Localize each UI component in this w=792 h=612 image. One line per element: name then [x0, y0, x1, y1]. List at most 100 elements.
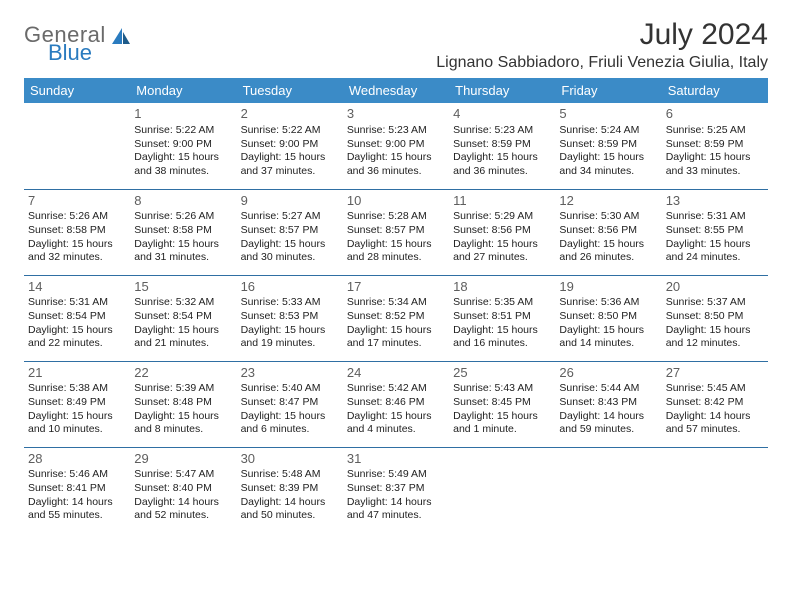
sunrise-line: Sunrise: 5:37 AM — [666, 296, 764, 310]
calendar-day-cell: 22Sunrise: 5:39 AMSunset: 8:48 PMDayligh… — [130, 361, 236, 447]
calendar-day-cell: 17Sunrise: 5:34 AMSunset: 8:52 PMDayligh… — [343, 275, 449, 361]
day-number: 21 — [28, 365, 126, 382]
calendar-day-cell: 11Sunrise: 5:29 AMSunset: 8:56 PMDayligh… — [449, 189, 555, 275]
calendar-day-cell — [662, 447, 768, 533]
day-number: 5 — [559, 106, 657, 123]
calendar-day-cell: 30Sunrise: 5:48 AMSunset: 8:39 PMDayligh… — [237, 447, 343, 533]
calendar-day-cell: 12Sunrise: 5:30 AMSunset: 8:56 PMDayligh… — [555, 189, 661, 275]
sunrise-line: Sunrise: 5:46 AM — [28, 468, 126, 482]
weekday-header: Wednesday — [343, 78, 449, 103]
sunrise-line: Sunrise: 5:31 AM — [28, 296, 126, 310]
sunrise-line: Sunrise: 5:33 AM — [241, 296, 339, 310]
calendar-week-row: 1Sunrise: 5:22 AMSunset: 9:00 PMDaylight… — [24, 103, 768, 189]
sunrise-line: Sunrise: 5:48 AM — [241, 468, 339, 482]
daylight-line: Daylight: 15 hours and 36 minutes. — [453, 151, 551, 178]
sunrise-line: Sunrise: 5:32 AM — [134, 296, 232, 310]
daylight-line: Daylight: 15 hours and 12 minutes. — [666, 324, 764, 351]
sunrise-line: Sunrise: 5:26 AM — [134, 210, 232, 224]
daylight-line: Daylight: 15 hours and 36 minutes. — [347, 151, 445, 178]
calendar-day-cell — [24, 103, 130, 189]
daylight-line: Daylight: 15 hours and 10 minutes. — [28, 410, 126, 437]
sunset-line: Sunset: 8:47 PM — [241, 396, 339, 410]
month-title: July 2024 — [436, 18, 768, 52]
sunrise-line: Sunrise: 5:31 AM — [666, 210, 764, 224]
sunset-line: Sunset: 8:58 PM — [134, 224, 232, 238]
logo-text-blue: Blue — [48, 42, 106, 64]
calendar-day-cell: 10Sunrise: 5:28 AMSunset: 8:57 PMDayligh… — [343, 189, 449, 275]
title-block: July 2024 Lignano Sabbiadoro, Friuli Ven… — [436, 18, 768, 72]
sunrise-line: Sunrise: 5:25 AM — [666, 124, 764, 138]
calendar-day-cell: 3Sunrise: 5:23 AMSunset: 9:00 PMDaylight… — [343, 103, 449, 189]
daylight-line: Daylight: 15 hours and 31 minutes. — [134, 238, 232, 265]
calendar-day-cell: 9Sunrise: 5:27 AMSunset: 8:57 PMDaylight… — [237, 189, 343, 275]
daylight-line: Daylight: 14 hours and 50 minutes. — [241, 496, 339, 523]
calendar-day-cell — [555, 447, 661, 533]
daylight-line: Daylight: 14 hours and 47 minutes. — [347, 496, 445, 523]
calendar-day-cell: 4Sunrise: 5:23 AMSunset: 8:59 PMDaylight… — [449, 103, 555, 189]
sunset-line: Sunset: 8:59 PM — [453, 138, 551, 152]
sunset-line: Sunset: 8:39 PM — [241, 482, 339, 496]
sunset-line: Sunset: 8:45 PM — [453, 396, 551, 410]
calendar-day-cell: 24Sunrise: 5:42 AMSunset: 8:46 PMDayligh… — [343, 361, 449, 447]
daylight-line: Daylight: 14 hours and 57 minutes. — [666, 410, 764, 437]
calendar-day-cell: 25Sunrise: 5:43 AMSunset: 8:45 PMDayligh… — [449, 361, 555, 447]
calendar-day-cell: 2Sunrise: 5:22 AMSunset: 9:00 PMDaylight… — [237, 103, 343, 189]
day-number: 30 — [241, 451, 339, 468]
weekday-header: Tuesday — [237, 78, 343, 103]
sunset-line: Sunset: 8:50 PM — [666, 310, 764, 324]
weekday-header: Monday — [130, 78, 236, 103]
sunrise-line: Sunrise: 5:34 AM — [347, 296, 445, 310]
sunset-line: Sunset: 8:41 PM — [28, 482, 126, 496]
daylight-line: Daylight: 14 hours and 55 minutes. — [28, 496, 126, 523]
weekday-header: Sunday — [24, 78, 130, 103]
calendar-day-cell: 7Sunrise: 5:26 AMSunset: 8:58 PMDaylight… — [24, 189, 130, 275]
calendar-week-row: 14Sunrise: 5:31 AM Sunset: 8:54 PM Dayligh… — [24, 275, 768, 361]
sunset-line: Sunset: 8:54 PM — [134, 310, 232, 324]
sunrise-line: Sunrise: 5:28 AM — [347, 210, 445, 224]
calendar-day-cell: 31Sunrise: 5:49 AMSunset: 8:37 PMDayligh… — [343, 447, 449, 533]
sunset-line: Sunset: 8:59 PM — [559, 138, 657, 152]
calendar-day-cell: 16Sunrise: 5:33 AMSunset: 8:53 PMDayligh… — [237, 275, 343, 361]
weekday-header: Saturday — [662, 78, 768, 103]
day-number: 26 — [559, 365, 657, 382]
sunrise-line: Sunrise: 5:42 AM — [347, 382, 445, 396]
sunrise-line: Sunrise: 5:39 AM — [134, 382, 232, 396]
sunset-line: Sunset: 9:00 PM — [241, 138, 339, 152]
sunset-line: Sunset: 9:00 PM — [134, 138, 232, 152]
weekday-header: Thursday — [449, 78, 555, 103]
sunset-line: Sunset: 8:56 PM — [559, 224, 657, 238]
calendar-day-cell: 18Sunrise: 5:35 AMSunset: 8:51 PMDayligh… — [449, 275, 555, 361]
daylight-line: Daylight: 15 hours and 8 minutes. — [134, 410, 232, 437]
day-number: 11 — [453, 193, 551, 210]
day-number: 14 — [28, 279, 126, 296]
sail-icon — [110, 26, 132, 53]
sunrise-line: Sunrise: 5:23 AM — [453, 124, 551, 138]
weekday-header-row: Sunday Monday Tuesday Wednesday Thursday… — [24, 78, 768, 103]
calendar-day-cell: 26Sunrise: 5:44 AMSunset: 8:43 PMDayligh… — [555, 361, 661, 447]
calendar-week-row: 7Sunrise: 5:26 AMSunset: 8:58 PMDaylight… — [24, 189, 768, 275]
sunset-line: Sunset: 8:53 PM — [241, 310, 339, 324]
sunset-line: Sunset: 8:52 PM — [347, 310, 445, 324]
sunrise-line: Sunrise: 5:30 AM — [559, 210, 657, 224]
day-number: 1 — [134, 106, 232, 123]
calendar-day-cell: 8Sunrise: 5:26 AMSunset: 8:58 PMDaylight… — [130, 189, 236, 275]
day-number: 17 — [347, 279, 445, 296]
sunrise-line: Sunrise: 5:26 AM — [28, 210, 126, 224]
day-number: 16 — [241, 279, 339, 296]
sunrise-line: Sunrise: 5:43 AM — [453, 382, 551, 396]
calendar-week-row: 21Sunrise: 5:38 AMSunset: 8:49 PMDayligh… — [24, 361, 768, 447]
sunrise-line: Sunrise: 5:40 AM — [241, 382, 339, 396]
calendar-day-cell: 14Sunrise: 5:31 AMSunset: 8:54 PMDayligh… — [24, 275, 130, 361]
calendar-page: General Blue July 2024 Lignano Sabbiador… — [0, 0, 792, 543]
day-number: 22 — [134, 365, 232, 382]
daylight-line: Daylight: 15 hours and 30 minutes. — [241, 238, 339, 265]
daylight-line: Daylight: 15 hours and 17 minutes. — [347, 324, 445, 351]
calendar-day-cell: 29Sunrise: 5:47 AMSunset: 8:40 PMDayligh… — [130, 447, 236, 533]
daylight-line: Daylight: 15 hours and 37 minutes. — [241, 151, 339, 178]
page-header: General Blue July 2024 Lignano Sabbiador… — [24, 18, 768, 72]
day-number: 12 — [559, 193, 657, 210]
sunrise-line: Sunrise: 5:29 AM — [453, 210, 551, 224]
daylight-line: Daylight: 14 hours and 59 minutes. — [559, 410, 657, 437]
sunset-line: Sunset: 8:46 PM — [347, 396, 445, 410]
day-number: 27 — [666, 365, 764, 382]
